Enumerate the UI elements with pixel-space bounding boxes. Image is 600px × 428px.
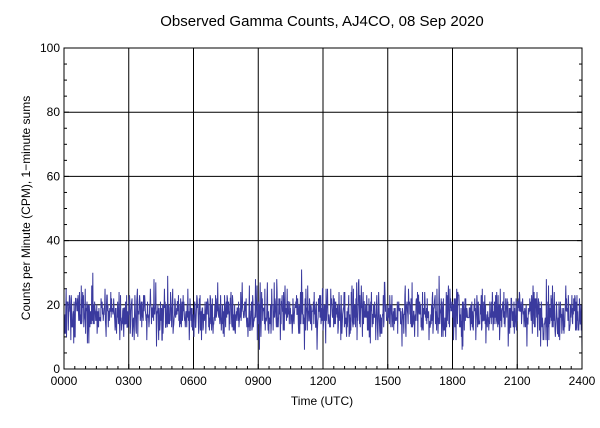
x-tick-label: 0600	[180, 374, 207, 388]
x-tick-label: 2100	[504, 374, 531, 388]
y-tick-label: 60	[47, 169, 61, 183]
x-tick-label: 0900	[245, 374, 272, 388]
y-tick-label: 40	[47, 234, 61, 248]
y-tick-label: 20	[47, 298, 61, 312]
x-axis-label: Time (UTC)	[291, 394, 353, 408]
y-tick-labels: 0 20 40 60 80 100	[40, 41, 60, 376]
chart-title: Observed Gamma Counts, AJ4CO, 08 Sep 202…	[160, 13, 484, 30]
x-tick-label: 1800	[439, 374, 466, 388]
y-axis-label: Counts per Minute (CPM), 1−minute sums	[19, 96, 33, 320]
x-tick-label: 1500	[374, 374, 401, 388]
plot-frame	[63, 47, 583, 370]
y-tick-label: 100	[40, 41, 60, 55]
y-tick-label: 80	[47, 105, 61, 119]
y-tick-label: 0	[53, 362, 60, 376]
x-tick-label: 1200	[310, 374, 337, 388]
series-line	[63, 269, 583, 350]
x-tick-label: 0000	[51, 374, 78, 388]
x-tick-label: 2400	[569, 374, 596, 388]
x-tick-labels: 0000 0300 0600 0900 1200 1500 1800 2100 2400	[51, 374, 596, 388]
x-tick-label: 0300	[115, 374, 142, 388]
